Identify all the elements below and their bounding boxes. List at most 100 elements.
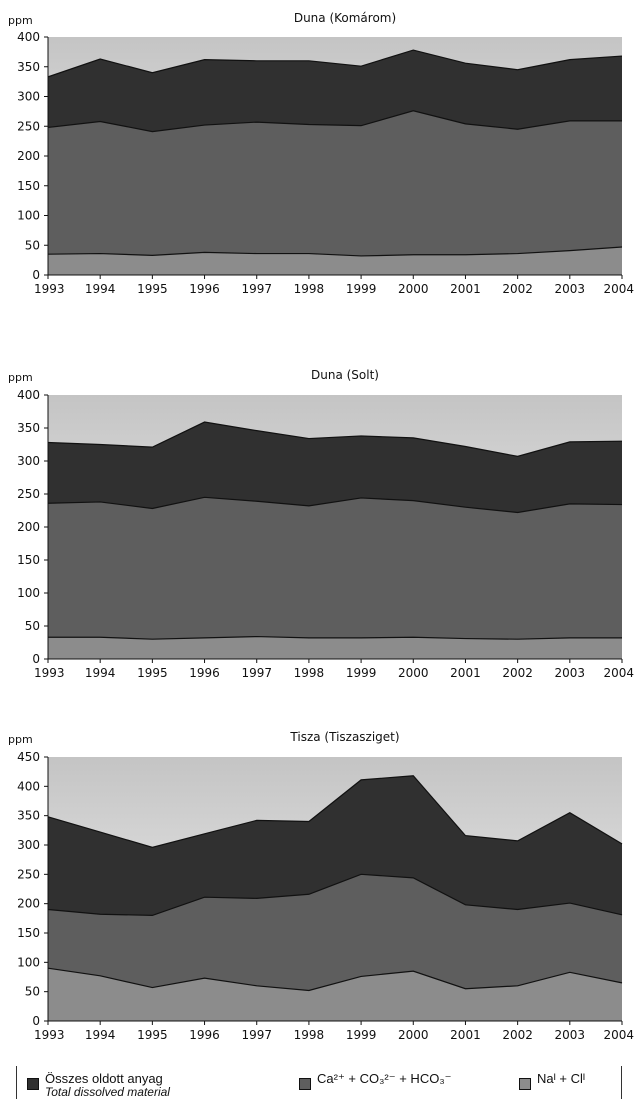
- y-tick-label: 400: [17, 30, 40, 44]
- y-tick-label: 350: [17, 421, 40, 435]
- legend-label-total: Összes oldott anyag: [45, 1071, 163, 1086]
- y-tick-label: 0: [32, 652, 40, 666]
- y-tick-label: 150: [17, 926, 40, 940]
- chart-title: Duna (Solt): [311, 368, 379, 382]
- x-tick-label: 2004: [603, 1028, 634, 1042]
- x-tick-label: 2002: [502, 282, 533, 296]
- x-tick-label: 2003: [555, 1028, 586, 1042]
- line-total: [47, 421, 623, 457]
- legend-item-sodium-chloride: Naᴵ + Clᴵ: [519, 1072, 585, 1090]
- y-tick-label: 250: [17, 119, 40, 133]
- y-tick-label: 350: [17, 809, 40, 823]
- y-tick-label: 100: [17, 209, 40, 223]
- x-tick-label: 2003: [555, 666, 586, 680]
- y-axis-label: ppm: [8, 733, 33, 746]
- y-axis-label: ppm: [8, 14, 33, 27]
- y-tick-label: 150: [17, 553, 40, 567]
- x-tick-label: 1993: [34, 282, 65, 296]
- y-tick-label: 100: [17, 586, 40, 600]
- x-tick-label: 1993: [34, 666, 65, 680]
- x-tick-label: 1999: [346, 282, 377, 296]
- legend-swatch-total: [27, 1078, 39, 1090]
- y-tick-label: 250: [17, 487, 40, 501]
- x-tick-label: 1999: [346, 1028, 377, 1042]
- area-calcium-carbonate: [48, 110, 622, 275]
- chart-title: Tisza (Tiszasziget): [289, 730, 399, 744]
- line-nacl: [47, 246, 623, 257]
- x-tick-label: 1998: [294, 1028, 325, 1042]
- y-tick-label: 150: [17, 179, 40, 193]
- y-tick-label: 400: [17, 388, 40, 402]
- x-tick-label: 2001: [450, 1028, 481, 1042]
- x-tick-label: 1997: [241, 666, 272, 680]
- legend-swatch-sodium-chloride: [519, 1078, 531, 1090]
- chart-title: Duna (Komárom): [294, 11, 396, 25]
- x-tick-label: 2000: [398, 1028, 429, 1042]
- line-total: [47, 775, 623, 848]
- y-tick-label: 350: [17, 60, 40, 74]
- y-tick-label: 200: [17, 520, 40, 534]
- x-tick-label: 2001: [450, 666, 481, 680]
- x-tick-label: 1998: [294, 666, 325, 680]
- legend-item-total: Összes oldott anyag Total dissolved mate…: [27, 1072, 170, 1098]
- legend-item-calcium-carbonate: Ca²⁺ + CO₃²⁻ + HCO₃⁻: [299, 1072, 451, 1090]
- y-tick-label: 50: [25, 985, 40, 999]
- x-tick-label: 1998: [294, 282, 325, 296]
- legend-swatch-calcium-carbonate: [299, 1078, 311, 1090]
- y-tick-label: 300: [17, 454, 40, 468]
- y-tick-label: 200: [17, 149, 40, 163]
- x-tick-label: 2004: [603, 282, 634, 296]
- chart-1: 0 50 100 150 200 250 300 350 400 1993 1994 1995 1996…: [8, 11, 634, 296]
- y-axis-label: ppm: [8, 371, 33, 384]
- line-calcium-carbonate: [47, 110, 622, 133]
- legend-label-sodium-chloride: Naᴵ + Clᴵ: [537, 1071, 586, 1086]
- y-tick-label: 200: [17, 897, 40, 911]
- y-tick-label: 300: [17, 838, 40, 852]
- x-tick-label: 2001: [450, 282, 481, 296]
- x-tick-label: 1994: [85, 282, 116, 296]
- y-tick-label: 50: [25, 238, 40, 252]
- area-calcium-carbonate: [48, 497, 622, 659]
- x-tick-label: 2003: [555, 282, 586, 296]
- chart-2: 0 50 100 150 200 250 300 350 400 1993 1994 1995 1996…: [8, 368, 634, 680]
- x-tick-label: 1995: [137, 282, 168, 296]
- legend-sublabel-total: Total dissolved material: [45, 1085, 170, 1099]
- x-tick-label: 1994: [85, 666, 116, 680]
- chart-3: 0 50 100 150 200 250 300 350 400 450 1993 1994 1995 1…: [8, 730, 634, 1042]
- x-tick-label: 1999: [346, 666, 377, 680]
- line-total: [47, 49, 623, 78]
- y-tick-label: 300: [17, 90, 40, 104]
- x-tick-label: 1995: [137, 1028, 168, 1042]
- x-tick-label: 2000: [398, 282, 429, 296]
- x-tick-label: 1993: [34, 1028, 65, 1042]
- y-tick-label: 450: [17, 750, 40, 764]
- line-calcium-carbonate: [47, 496, 623, 514]
- y-tick-label: 400: [17, 779, 40, 793]
- x-tick-label: 2000: [398, 666, 429, 680]
- y-tick-label: 50: [25, 619, 40, 633]
- y-tick-label: 250: [17, 867, 40, 881]
- line-nacl: [47, 967, 623, 992]
- x-tick-label: 2004: [603, 666, 634, 680]
- area-nacl: [48, 636, 622, 659]
- x-tick-label: 2002: [502, 666, 533, 680]
- x-tick-label: 2002: [502, 1028, 533, 1042]
- x-tick-label: 1997: [241, 282, 272, 296]
- legend-label-calcium-carbonate: Ca²⁺ + CO₃²⁻ + HCO₃⁻: [317, 1071, 452, 1086]
- y-tick-label: 0: [32, 1014, 40, 1028]
- line-nacl: [48, 635, 622, 640]
- line-calcium-carbonate: [47, 873, 623, 917]
- y-tick-label: 100: [17, 955, 40, 969]
- x-tick-label: 1995: [137, 666, 168, 680]
- x-tick-label: 1997: [241, 1028, 272, 1042]
- x-tick-label: 1996: [189, 1028, 220, 1042]
- y-tick-label: 0: [32, 268, 40, 282]
- x-tick-label: 1994: [85, 1028, 116, 1042]
- x-tick-label: 1996: [189, 282, 220, 296]
- x-tick-label: 1996: [189, 666, 220, 680]
- area-nacl: [48, 247, 622, 275]
- legend: Összes oldott anyag Total dissolved mate…: [16, 1066, 622, 1099]
- area-nacl: [48, 968, 622, 1021]
